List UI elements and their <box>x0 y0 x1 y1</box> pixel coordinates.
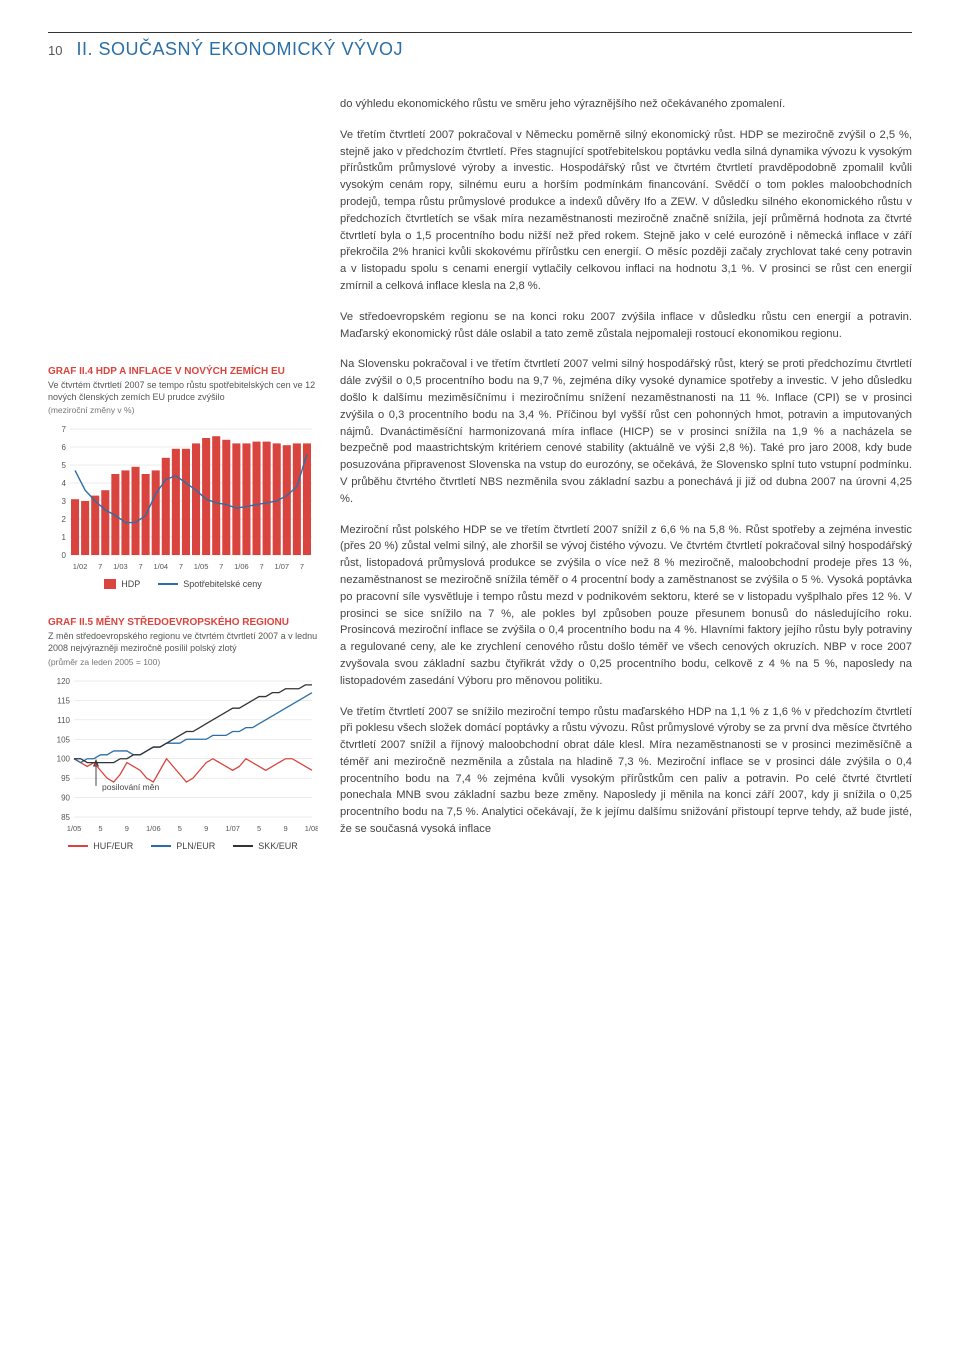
chart-ii5-legend: HUF/EUR PLN/EUR SKK/EUR <box>48 841 318 851</box>
legend-hdp: HDP <box>104 579 140 589</box>
svg-text:posilování měn: posilování měn <box>102 781 159 791</box>
chart-ii5-svg: 859095100105110115120posilování měn1/055… <box>48 675 318 835</box>
svg-text:6: 6 <box>62 443 67 452</box>
page-number: 10 <box>48 43 62 58</box>
legend-label-hdp: HDP <box>121 579 140 589</box>
main-column: do výhledu ekonomického růstu ve směru j… <box>340 96 912 879</box>
svg-text:1/02: 1/02 <box>73 562 88 571</box>
svg-text:1/05: 1/05 <box>67 824 82 833</box>
svg-text:115: 115 <box>57 696 70 705</box>
svg-text:7: 7 <box>179 562 183 571</box>
chart-ii5-note: (průměr za leden 2005 = 100) <box>48 657 318 667</box>
legend-label-pln: PLN/EUR <box>176 841 215 851</box>
chart-ii4-svg: 0 1 2 3 4 5 6 7 1/02 7 1/03 7 1/04 7 1/05 7 1/06 7 1/07 7 <box>48 423 318 573</box>
svg-text:5: 5 <box>257 824 261 833</box>
paragraph-2: Ve třetím čtvrtletí 2007 pokračoval v Ně… <box>340 127 912 295</box>
svg-text:7: 7 <box>98 562 102 571</box>
svg-text:1/07: 1/07 <box>274 562 289 571</box>
svg-text:5: 5 <box>178 824 182 833</box>
svg-text:1/07: 1/07 <box>225 824 240 833</box>
svg-text:7: 7 <box>62 425 67 434</box>
legend-swatch-line <box>158 583 178 585</box>
svg-text:9: 9 <box>283 824 287 833</box>
chart-ii4-block: GRAF II.4 HDP A INFLACE V NOVÝCH ZEMÍCH … <box>48 366 318 589</box>
chart-ii4-desc: Ve čtvrtém čtvrtletí 2007 se tempo růstu… <box>48 379 318 403</box>
svg-text:1/04: 1/04 <box>153 562 168 571</box>
svg-text:4: 4 <box>62 479 67 488</box>
paragraph-5: Meziroční růst polského HDP se ve třetím… <box>340 522 912 690</box>
page-container: 10 II. SOUČASNÝ EKONOMICKÝ VÝVOJ GRAF II… <box>0 0 960 927</box>
svg-text:0: 0 <box>62 551 67 560</box>
paragraph-3: Ve středoevropském regionu se na konci r… <box>340 309 912 343</box>
svg-text:3: 3 <box>62 497 67 506</box>
sidebar-spacer <box>48 96 318 366</box>
svg-text:110: 110 <box>57 715 70 724</box>
header-row: 10 II. SOUČASNÝ EKONOMICKÝ VÝVOJ <box>48 39 912 60</box>
paragraph-1: do výhledu ekonomického růstu ve směru j… <box>340 96 912 113</box>
svg-text:9: 9 <box>204 824 208 833</box>
svg-text:7: 7 <box>219 562 223 571</box>
legend-skk: SKK/EUR <box>233 841 298 851</box>
svg-text:7: 7 <box>259 562 263 571</box>
svg-text:85: 85 <box>61 813 70 822</box>
svg-text:7: 7 <box>300 562 304 571</box>
svg-text:1/03: 1/03 <box>113 562 128 571</box>
paragraph-4: Na Slovensku pokračoval i ve třetím čtvr… <box>340 356 912 507</box>
svg-text:120: 120 <box>57 677 71 686</box>
legend-pln: PLN/EUR <box>151 841 215 851</box>
legend-label-skk: SKK/EUR <box>258 841 298 851</box>
legend-swatch-huf <box>68 845 88 847</box>
svg-text:105: 105 <box>57 735 71 744</box>
svg-text:2: 2 <box>62 515 67 524</box>
legend-swatch-skk <box>233 845 253 847</box>
svg-text:90: 90 <box>61 793 70 802</box>
paragraph-6: Ve třetím čtvrtletí 2007 se snížilo mezi… <box>340 704 912 838</box>
chart-ii4-note: (meziroční změny v %) <box>48 405 318 415</box>
svg-text:5: 5 <box>98 824 102 833</box>
chart-ii5-block: GRAF II.5 MĚNY STŘEDOEVROPSKÉHO REGIONU … <box>48 617 318 850</box>
content-row: GRAF II.4 HDP A INFLACE V NOVÝCH ZEMÍCH … <box>48 96 912 879</box>
svg-text:1/05: 1/05 <box>194 562 209 571</box>
sidebar: GRAF II.4 HDP A INFLACE V NOVÝCH ZEMÍCH … <box>48 96 318 879</box>
header-title: II. SOUČASNÝ EKONOMICKÝ VÝVOJ <box>76 39 403 60</box>
legend-swatch-bar <box>104 579 116 589</box>
svg-text:1/06: 1/06 <box>234 562 249 571</box>
header-rule <box>48 32 912 33</box>
svg-text:95: 95 <box>61 774 70 783</box>
svg-text:7: 7 <box>138 562 142 571</box>
chart-ii4-title: GRAF II.4 HDP A INFLACE V NOVÝCH ZEMÍCH … <box>48 366 318 377</box>
svg-text:100: 100 <box>57 754 71 763</box>
svg-text:1/06: 1/06 <box>146 824 161 833</box>
chart-ii5-title: GRAF II.5 MĚNY STŘEDOEVROPSKÉHO REGIONU <box>48 617 318 628</box>
legend-cpi: Spotřebitelské ceny <box>158 579 262 589</box>
svg-text:5: 5 <box>62 461 67 470</box>
legend-label-cpi: Spotřebitelské ceny <box>183 579 262 589</box>
legend-huf: HUF/EUR <box>68 841 133 851</box>
svg-text:9: 9 <box>125 824 129 833</box>
legend-swatch-pln <box>151 845 171 847</box>
legend-label-huf: HUF/EUR <box>93 841 133 851</box>
chart-ii4-legend: HDP Spotřebitelské ceny <box>48 579 318 589</box>
svg-text:1/08: 1/08 <box>305 824 318 833</box>
chart-ii5-desc: Z měn středoevropského regionu ve čtvrté… <box>48 630 318 654</box>
svg-text:1: 1 <box>62 533 67 542</box>
